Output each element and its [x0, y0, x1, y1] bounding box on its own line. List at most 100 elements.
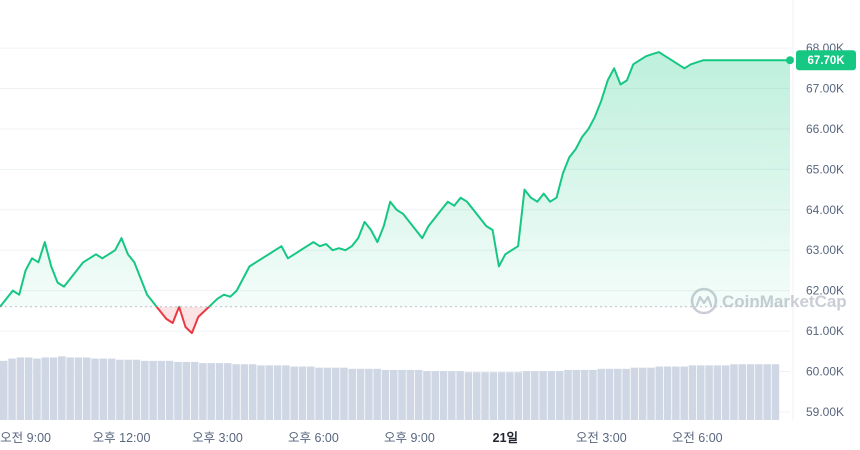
volume-bar [315, 367, 323, 420]
current-price-badge: 67.70K [796, 50, 856, 71]
volume-bar [82, 357, 91, 420]
current-price-badge-bg [796, 50, 856, 71]
volume-bar [497, 372, 506, 420]
volume-bar [307, 366, 315, 420]
volume-bar [580, 369, 589, 420]
volume-bar [381, 369, 390, 420]
volume-bar [414, 369, 423, 420]
y-tick-label: 62.00K [806, 284, 844, 298]
volume-bar [356, 368, 365, 420]
volume-bar [58, 356, 66, 420]
volume-bars [0, 356, 780, 420]
volume-bar [199, 363, 207, 420]
volume-bar [290, 366, 298, 420]
volume-bar [489, 372, 498, 420]
current-price-label: 67.70K [807, 55, 845, 67]
volume-bar [730, 364, 738, 420]
volume-bar [697, 365, 705, 420]
volume-bar [365, 368, 373, 420]
volume-bar [555, 371, 564, 420]
volume-bar [539, 371, 547, 420]
price-line [0, 51, 794, 335]
x-axis-labels: 오전 9:00 오후 12:00 오후 3:00 오후 6:00 오후 9:00 21일 오… [0, 431, 723, 445]
volume-bar [655, 366, 664, 420]
volume-bar [514, 372, 522, 420]
volume-bar [8, 358, 16, 420]
volume-bar [298, 366, 307, 420]
current-price-dot [786, 56, 794, 65]
y-tick-label: 65.00K [806, 162, 844, 176]
volume-bar [738, 364, 747, 420]
volume-bar [24, 357, 33, 420]
volume-bar [132, 359, 141, 420]
volume-bar [564, 369, 572, 420]
volume-bar [721, 365, 730, 420]
volume-bar [614, 368, 622, 420]
volume-bar [265, 365, 274, 420]
volume-bar [755, 364, 763, 420]
volume-bar [680, 366, 688, 420]
volume-bar [647, 367, 655, 420]
volume-bar [91, 358, 99, 420]
price-line-up [0, 51, 790, 307]
volume-bar [605, 368, 614, 420]
volume-bar [66, 357, 74, 420]
volume-bar [763, 364, 771, 420]
volume-bar [99, 358, 108, 420]
volume-bar [373, 368, 381, 420]
volume-bar [390, 369, 398, 420]
x-tick-label: 오후 9:00 [384, 431, 435, 445]
volume-bar [240, 364, 249, 420]
volume-bar [340, 367, 348, 420]
volume-bar [398, 369, 406, 420]
x-tick-label: 오전 3:00 [576, 431, 627, 445]
volume-bar [174, 361, 182, 420]
x-tick-label: 오후 12:00 [93, 431, 151, 445]
price-area [0, 52, 790, 334]
volume-bar [597, 368, 605, 420]
volume-bar [331, 367, 340, 420]
y-axis-labels: 59.00K 60.00K 61.00K 62.00K 63.00K 64.00K 65.0… [806, 41, 844, 419]
price-area-down [156, 306, 209, 334]
volume-bar [481, 372, 489, 420]
volume-bar [16, 357, 25, 420]
price-area-up [0, 52, 790, 307]
volume-bar [464, 372, 473, 420]
y-tick-label: 64.00K [806, 203, 844, 217]
x-tick-label: 21일 [493, 431, 518, 445]
volume-bar [522, 371, 531, 420]
volume-bar [224, 363, 232, 420]
volume-bar [705, 365, 713, 420]
y-tick-label: 67.00K [806, 82, 844, 96]
volume-bar [771, 364, 780, 420]
volume-bar [448, 371, 456, 420]
x-tick-label: 오전 9:00 [0, 431, 51, 445]
y-tick-label: 66.00K [806, 122, 844, 136]
volume-bar [257, 365, 265, 420]
volume-bar [713, 365, 722, 420]
volume-bar [107, 358, 116, 420]
volume-bar [531, 371, 539, 420]
volume-bar [0, 360, 8, 420]
y-tick-label: 61.00K [806, 324, 844, 338]
volume-bar [49, 357, 58, 420]
volume-bar [630, 367, 639, 420]
y-tick-label: 59.00K [806, 405, 844, 419]
x-tick-label: 오후 3:00 [192, 431, 243, 445]
volume-bar [273, 365, 282, 420]
x-tick-label: 오전 6:00 [672, 431, 723, 445]
volume-bar [215, 363, 224, 420]
volume-bar [406, 369, 415, 420]
volume-bar [33, 358, 41, 420]
volume-bar [190, 361, 199, 420]
volume-bar [547, 371, 556, 420]
volume-bar [248, 364, 257, 420]
volume-bar [74, 357, 83, 420]
volume-bar [472, 372, 481, 420]
volume-bar [638, 367, 647, 420]
volume-bar [672, 366, 680, 420]
volume-bar [232, 364, 240, 420]
volume-bar [431, 371, 439, 420]
volume-bar [506, 372, 514, 420]
y-tick-label: 60.00K [806, 364, 844, 378]
